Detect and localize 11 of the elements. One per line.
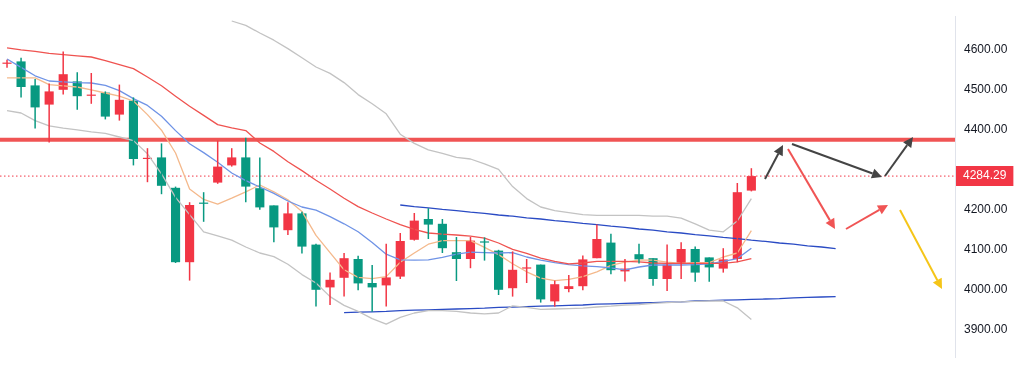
y-tick-label: 4100.00 [964, 242, 1008, 257]
ref-line-label: 4284.29 [963, 168, 1007, 183]
y-tick-label: 4500.00 [964, 82, 1008, 97]
candlestick [522, 258, 532, 284]
y-tick-label: 4200.00 [964, 202, 1008, 217]
candlestick [479, 236, 490, 262]
y-tick-label: 3900.00 [964, 322, 1008, 337]
candlestick [423, 207, 433, 240]
y-tick-label: 4000.00 [964, 282, 1008, 297]
y-tick-label: 4600.00 [964, 42, 1008, 57]
y-tick-label: 4400.00 [964, 122, 1008, 137]
